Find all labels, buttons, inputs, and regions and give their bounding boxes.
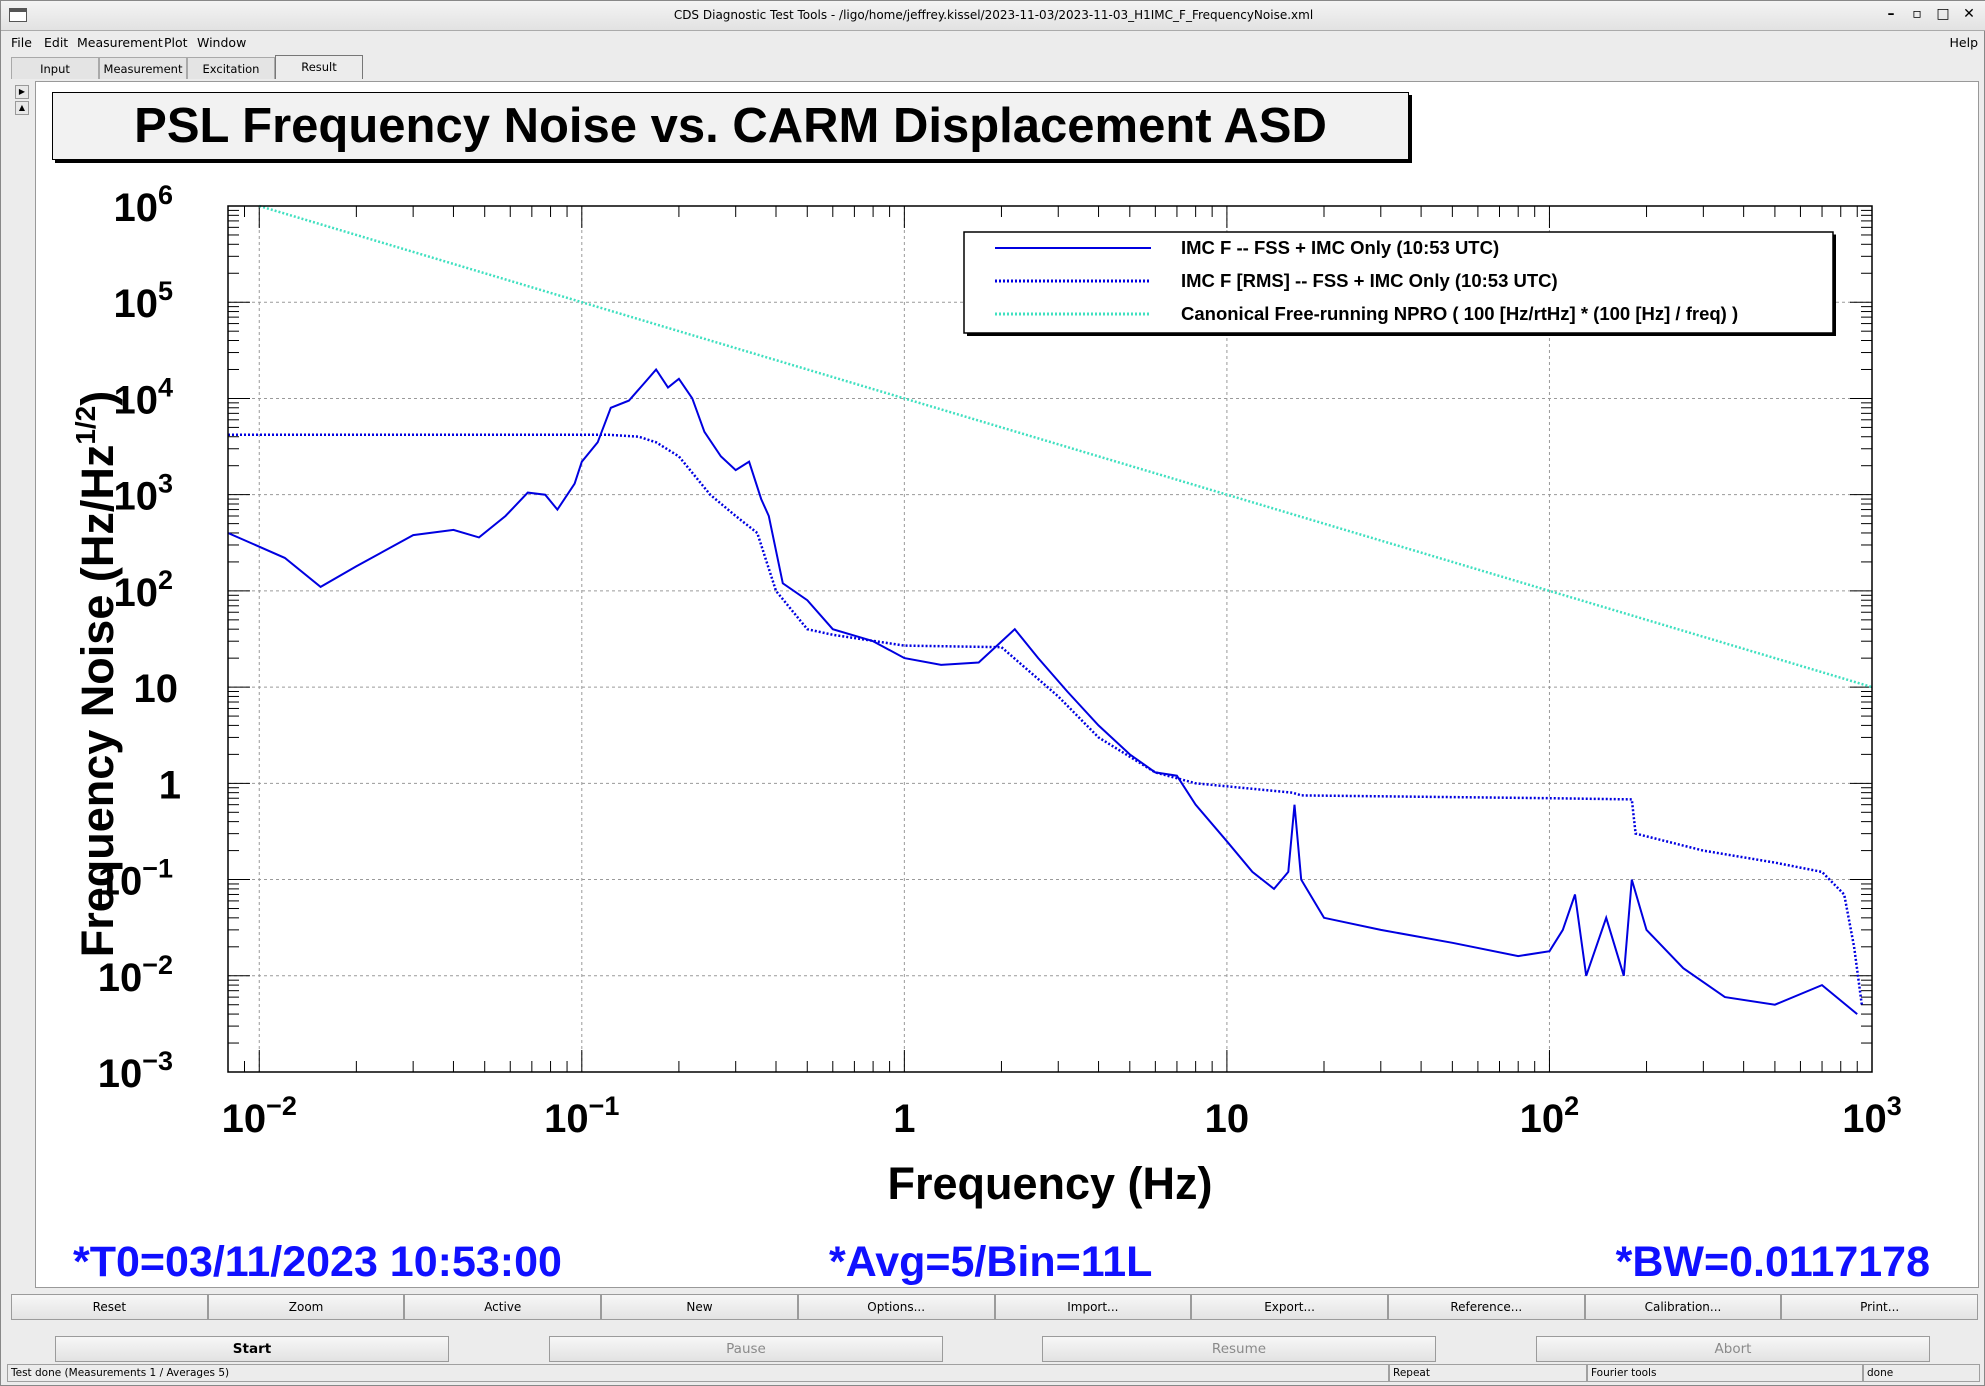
resume-button[interactable]: Resume [1042,1336,1436,1362]
menu-plot[interactable]: Plot [164,35,188,50]
y-tick-label-4: 102 [113,565,173,615]
menu-edit[interactable]: Edit [44,35,69,50]
menu-help[interactable]: Help [1949,35,1979,50]
export-button[interactable]: Export... [1191,1294,1388,1320]
t0-label: *T0=03/11/2023 10:53:00 [73,1238,562,1286]
new-button[interactable]: New [601,1294,798,1320]
measurement-control-row: Start Pause Resume Abort [55,1336,1935,1362]
tab-measurement[interactable]: Measurement [99,57,187,79]
minor-ticks [227,206,1872,1073]
start-button[interactable]: Start [55,1336,449,1362]
zoom-button[interactable]: Zoom [207,1294,405,1320]
avg-label: *Avg=5/Bin=11L [829,1238,1153,1286]
arrow-up-icon[interactable]: ▲ [15,101,29,115]
x-tick-label-5: 103 [1842,1091,1902,1141]
x-tick-label-3: 10 [1205,1097,1250,1141]
legend-label-0: IMC F -- FSS + IMC Only (10:53 UTC) [1181,237,1499,258]
y-tick-label-6: 1 [159,763,181,807]
y-tick-label-3: 103 [113,469,173,519]
tab-excitation[interactable]: Excitation [187,57,275,79]
y-axis-label-main: Frequency Noise (Hz/Hz [72,445,123,958]
plot-title: PSL Frequency Noise vs. CARM Displacemen… [52,92,1409,160]
legend-label-1: IMC F [RMS] -- FSS + IMC Only (10:53 UTC… [1181,270,1558,291]
legend-shadow [967,333,1836,336]
import-button[interactable]: Import... [994,1294,1192,1320]
chart-svg: 10−2 10−1 1 10 102 103 10610510410310210110−1… [70,180,1902,1209]
y-axis-label-exponent: 1/2 [70,406,101,445]
x-tick-label-0: 10−2 [222,1091,297,1141]
menu-window[interactable]: Window [197,35,247,50]
x-tick-label-1: 10−1 [544,1091,619,1141]
legend: IMC F -- FSS + IMC Only (10:53 UTC) IMC F… [963,231,1836,336]
minimize-button[interactable]: – [1887,6,1895,22]
calibration-button[interactable]: Calibration... [1584,1294,1782,1320]
series-lines [227,204,1873,1015]
series-line-1 [228,433,1864,1005]
y-axis-label-close: ) [72,391,123,406]
menu-file[interactable]: File [11,35,32,50]
y-tick-label-1: 105 [113,276,173,326]
arrow-right-icon[interactable]: ▶ [15,85,29,99]
series-line-2 [258,204,1873,689]
y-tick-label-2: 104 [113,372,173,422]
active-button[interactable]: Active [404,1294,602,1320]
close-button[interactable]: ✕ [1963,6,1975,22]
shade-button[interactable]: ▫ [1912,6,1922,22]
window-title: CDS Diagnostic Test Tools - /ligo/home/j… [673,8,1314,22]
abort-button[interactable]: Abort [1536,1336,1930,1362]
tab-result[interactable]: Result [275,55,363,79]
x-tick-labels: 10−2 10−1 1 10 102 103 [222,1091,1902,1141]
y-tick-label-7: 10−1 [98,854,173,904]
reference-button[interactable]: Reference... [1387,1294,1585,1320]
y-tick-label-5: 10 [134,667,179,711]
x-axis-label: Frequency (Hz) [887,1158,1212,1209]
options-button[interactable]: Options... [797,1294,995,1320]
maximize-button[interactable]: □ [1936,6,1950,22]
y-axis-label: Frequency Noise (Hz/Hz1/2) [70,391,123,958]
tab-bar: Input Measurement Excitation Result [11,55,363,79]
legend-label-2: Canonical Free-running NPRO ( 100 [Hz/rt… [1181,303,1738,324]
plot-frame [227,205,1873,1073]
y-tick-label-0: 106 [113,180,173,230]
status-state: done [1863,1364,1980,1382]
status-tool: Fourier tools [1587,1364,1863,1382]
status-message: Test done (Measurements 1 / Averages 5) [7,1364,1389,1382]
y-tick-label-9: 10−3 [98,1046,173,1096]
title-bar: CDS Diagnostic Test Tools - /ligo/home/j… [1,1,1985,31]
print-button[interactable]: Print... [1781,1294,1979,1320]
status-mode: Repeat [1389,1364,1587,1382]
pad-scroll-arrows: ▶ ▲ [15,85,31,117]
series-line-0 [227,367,1858,1015]
plot-button-row: Reset Zoom Active New Options... Import.… [11,1294,1979,1320]
x-tick-label-2: 1 [893,1097,915,1141]
y-tick-label-8: 10−2 [98,950,173,1000]
bw-label: *BW=0.0117178 [1615,1238,1930,1286]
tab-input[interactable]: Input [11,57,99,79]
menu-measurement[interactable]: Measurement [77,35,163,50]
status-bar: Test done (Measurements 1 / Averages 5) … [7,1364,1980,1382]
menu-bar: File Edit Measurement Plot Window Help [1,32,1985,54]
pause-button[interactable]: Pause [549,1336,943,1362]
reset-button[interactable]: Reset [11,1294,208,1320]
x-tick-label-4: 102 [1520,1091,1580,1141]
window-icon[interactable] [9,8,27,22]
